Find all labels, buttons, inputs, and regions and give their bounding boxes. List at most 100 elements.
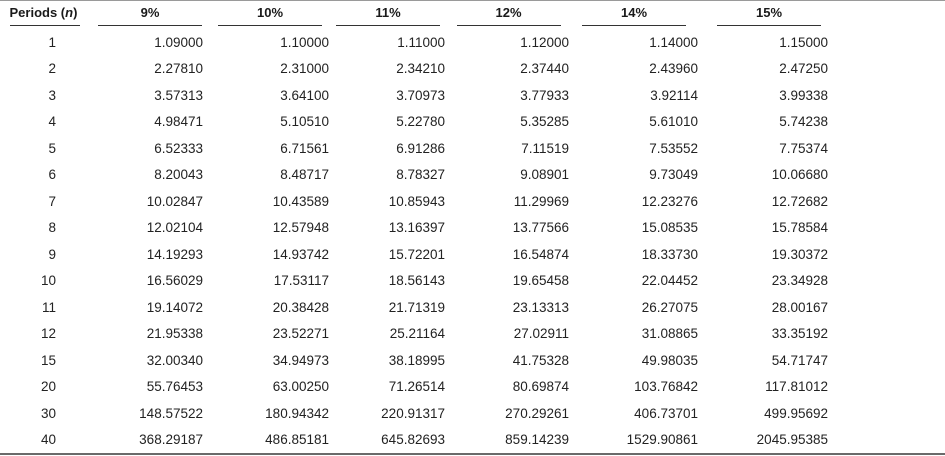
value-cell: 17.53117 xyxy=(273,273,329,289)
value-cell: 7.75374 xyxy=(779,140,828,156)
value-cell: 38.18995 xyxy=(388,352,445,368)
table-row: 10 16.56029 17.53117 18.56143 19.65458 22.044… xyxy=(0,268,840,295)
value-cell: 21.71319 xyxy=(388,299,445,315)
table-row: 11 19.14072 20.38428 21.71319 23.13313 26.270… xyxy=(0,294,840,321)
table-row: 6 8.20043 8.48717 8.78327 9.08901 9.73049 10.0… xyxy=(0,162,840,189)
value-cell: 220.91317 xyxy=(381,405,445,421)
value-cell: 1529.90861 xyxy=(626,432,698,448)
future-value-annuity-table: Periods (n) 9% 10% 11% 12% 14% 15% 1 1.09… xyxy=(0,1,840,453)
table-row: 7 10.02847 10.43589 10.85943 11.29969 12.2327… xyxy=(0,188,840,215)
value-cell: 5.10510 xyxy=(280,114,329,130)
value-cell: 10.06680 xyxy=(771,167,828,183)
value-cell: 1.11000 xyxy=(397,34,445,50)
header-rate: 10% xyxy=(211,1,329,29)
value-cell: 12.72682 xyxy=(771,193,828,209)
period-cell: 40 xyxy=(40,432,56,448)
value-cell: 1.14000 xyxy=(649,34,698,50)
period-cell: 20 xyxy=(40,379,56,395)
table-row: 8 12.02104 12.57948 13.16397 13.77566 15.0853… xyxy=(0,215,840,242)
value-cell: 3.57313 xyxy=(154,87,203,103)
value-cell: 19.14072 xyxy=(146,299,203,315)
value-cell: 117.81012 xyxy=(765,379,828,395)
value-cell: 2.43960 xyxy=(649,61,698,77)
value-cell: 5.61010 xyxy=(649,114,698,130)
value-cell: 15.78584 xyxy=(771,220,828,236)
value-cell: 32.00340 xyxy=(146,352,203,368)
value-cell: 3.70973 xyxy=(396,87,445,103)
period-cell: 4 xyxy=(48,114,56,130)
value-cell: 1.09000 xyxy=(154,34,203,50)
value-cell: 10.43589 xyxy=(272,193,329,209)
value-cell: 1.12000 xyxy=(520,34,569,50)
value-cell: 71.26514 xyxy=(388,379,445,395)
value-cell: 55.76453 xyxy=(146,379,203,395)
value-cell: 33.35192 xyxy=(771,326,828,342)
value-cell: 9.08901 xyxy=(520,167,569,183)
value-cell: 859.14239 xyxy=(505,432,569,448)
value-cell: 4.98471 xyxy=(154,114,203,130)
header-periods: Periods (n) xyxy=(0,1,89,29)
table-row: 5 6.52333 6.71561 6.91286 7.11519 7.53552 7.75… xyxy=(0,135,840,162)
table-row: 9 14.19293 14.93742 15.72201 16.54874 18.3373… xyxy=(0,241,840,268)
period-cell: 5 xyxy=(48,140,56,156)
table-row: 3 3.57313 3.64100 3.70973 3.77933 3.92114 3.99… xyxy=(0,82,840,109)
value-cell: 5.74238 xyxy=(779,114,828,130)
value-cell: 5.22780 xyxy=(396,114,445,130)
value-cell: 486.85181 xyxy=(265,432,329,448)
top-rule xyxy=(0,0,945,1)
value-cell: 148.57522 xyxy=(139,405,203,421)
table-row: 1 1.09000 1.10000 1.11000 1.12000 1.14000 1.15… xyxy=(0,29,840,56)
value-cell: 18.56143 xyxy=(388,273,445,289)
value-cell: 15.72201 xyxy=(388,246,445,262)
value-cell: 1.10000 xyxy=(280,34,329,50)
value-cell: 2.34210 xyxy=(396,61,445,77)
value-cell: 10.85943 xyxy=(388,193,445,209)
value-cell: 23.13313 xyxy=(512,299,569,315)
value-cell: 2.27810 xyxy=(154,61,203,77)
header-rate: 11% xyxy=(329,1,447,29)
value-cell: 54.71747 xyxy=(771,352,828,368)
value-cell: 5.35285 xyxy=(520,114,569,130)
value-cell: 3.99338 xyxy=(779,87,828,103)
value-cell: 14.19293 xyxy=(146,246,203,262)
value-cell: 26.27075 xyxy=(641,299,698,315)
period-cell: 1 xyxy=(48,34,56,50)
value-cell: 12.23276 xyxy=(641,193,698,209)
value-cell: 19.65458 xyxy=(512,273,569,289)
value-cell: 80.69874 xyxy=(512,379,569,395)
value-cell: 8.48717 xyxy=(280,167,329,183)
value-cell: 18.33730 xyxy=(641,246,698,262)
value-cell: 16.54874 xyxy=(512,246,569,262)
value-cell: 7.11519 xyxy=(521,140,569,156)
value-cell: 368.29187 xyxy=(139,432,203,448)
header-rate: 15% xyxy=(698,1,840,29)
header-rate: 9% xyxy=(89,1,211,29)
value-cell: 23.34928 xyxy=(771,273,828,289)
period-cell: 9 xyxy=(48,246,56,262)
value-cell: 1.15000 xyxy=(779,34,828,50)
value-cell: 34.94973 xyxy=(272,352,329,368)
period-cell: 6 xyxy=(48,167,56,183)
value-cell: 6.52333 xyxy=(154,140,203,156)
table-row: 20 55.76453 63.00250 71.26514 80.69874 103.76… xyxy=(0,374,840,401)
value-cell: 9.73049 xyxy=(649,167,698,183)
value-cell: 3.92114 xyxy=(650,87,698,103)
value-cell: 406.73701 xyxy=(634,405,698,421)
period-cell: 15 xyxy=(40,352,56,368)
value-cell: 13.77566 xyxy=(512,220,569,236)
table-row: 30 148.57522 180.94342 220.91317 270.29261 40… xyxy=(0,400,840,427)
value-cell: 180.94342 xyxy=(265,405,329,421)
value-cell: 2.31000 xyxy=(280,61,329,77)
table-row: 2 2.27810 2.31000 2.34210 2.37440 2.43960 2.47… xyxy=(0,56,840,83)
value-cell: 41.75328 xyxy=(512,352,569,368)
value-cell: 23.52271 xyxy=(272,326,329,342)
value-cell: 645.82693 xyxy=(381,432,445,448)
header-rate: 14% xyxy=(570,1,698,29)
value-cell: 270.29261 xyxy=(505,405,569,421)
value-cell: 25.21164 xyxy=(389,326,445,342)
period-cell: 12 xyxy=(40,326,56,342)
value-cell: 20.38428 xyxy=(272,299,329,315)
value-cell: 2.47250 xyxy=(779,61,828,77)
value-cell: 12.57948 xyxy=(272,220,329,236)
value-cell: 22.04452 xyxy=(641,273,698,289)
